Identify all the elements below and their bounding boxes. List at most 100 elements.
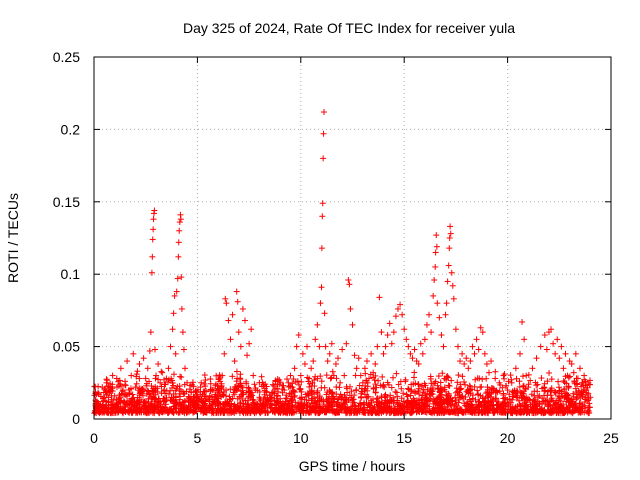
data-point <box>177 216 184 223</box>
data-point <box>446 245 453 252</box>
data-point <box>392 313 399 320</box>
data-point <box>467 358 474 365</box>
data-point <box>450 295 457 302</box>
data-point <box>517 350 524 357</box>
data-point <box>291 365 298 372</box>
data-point <box>328 340 335 347</box>
data-point <box>319 200 326 207</box>
data-point <box>241 317 248 324</box>
data-point <box>147 329 154 336</box>
data-point <box>234 298 241 305</box>
data-point <box>153 372 160 379</box>
data-point <box>341 372 348 379</box>
data-point <box>469 343 476 350</box>
data-point <box>454 343 461 350</box>
data-point <box>541 332 548 339</box>
data-point <box>397 301 404 308</box>
data-point <box>179 329 186 336</box>
data-point <box>433 243 440 250</box>
data-point <box>433 232 440 239</box>
chart-title: Day 325 of 2024, Rate Of TEC Index for r… <box>183 20 515 36</box>
data-point <box>176 227 183 234</box>
data-point <box>347 305 354 312</box>
data-point <box>432 249 439 256</box>
data-point <box>308 365 315 372</box>
data-point <box>117 365 124 372</box>
x-tick-label: 20 <box>500 430 516 446</box>
data-point <box>165 365 172 372</box>
data-point <box>519 318 526 325</box>
data-point <box>246 340 253 347</box>
data-point <box>537 343 544 350</box>
data-point <box>349 321 356 328</box>
data-point <box>301 360 308 367</box>
y-tick-label: 0.2 <box>61 121 81 137</box>
data-point <box>442 311 449 318</box>
data-point <box>128 372 135 379</box>
data-point <box>407 350 414 357</box>
data-point <box>473 336 480 343</box>
data-point <box>227 336 234 343</box>
data-point <box>426 311 433 318</box>
data-point <box>319 213 326 220</box>
data-point <box>140 355 147 362</box>
data-point <box>317 300 324 307</box>
data-point <box>430 292 437 299</box>
data-point <box>223 300 230 307</box>
data-point <box>304 343 311 350</box>
data-point <box>475 346 482 353</box>
data-point <box>512 365 519 372</box>
data-point <box>322 343 329 350</box>
dense-scatter-band <box>91 368 593 417</box>
data-point <box>384 332 391 339</box>
data-point <box>149 253 156 260</box>
data-point <box>434 300 441 307</box>
data-point <box>222 295 229 302</box>
data-point <box>353 365 360 372</box>
data-point <box>550 340 557 347</box>
data-point <box>339 346 346 353</box>
data-point <box>310 358 317 365</box>
data-point <box>558 343 565 350</box>
data-point <box>463 355 470 362</box>
data-point <box>171 292 178 299</box>
data-point <box>326 350 333 357</box>
x-tick-label: 15 <box>396 430 412 446</box>
data-point <box>134 368 141 375</box>
data-point <box>320 109 327 116</box>
data-point <box>181 365 188 372</box>
data-point <box>130 350 137 357</box>
axis-ticks: 0 5 10 15 20 25 0 0.05 0.1 0.15 0.2 0.25 <box>53 49 619 446</box>
data-point <box>287 372 294 379</box>
data-point <box>529 365 536 372</box>
data-point <box>314 321 321 328</box>
data-point <box>250 372 257 379</box>
data-point <box>297 372 304 379</box>
data-point <box>142 375 149 382</box>
data-point <box>380 350 387 357</box>
data-point <box>521 336 528 343</box>
data-point <box>321 310 328 317</box>
data-point <box>376 294 383 301</box>
data-point <box>136 360 143 367</box>
data-point <box>374 343 381 350</box>
data-point <box>444 278 451 285</box>
data-point <box>152 346 159 353</box>
data-point <box>523 372 530 379</box>
grid-lines <box>94 57 611 419</box>
data-point <box>449 282 456 289</box>
data-point <box>448 269 455 276</box>
data-point <box>405 343 412 350</box>
data-point <box>417 340 424 347</box>
data-point <box>174 275 181 282</box>
data-point <box>461 360 468 367</box>
data-point <box>562 350 569 357</box>
data-point <box>157 379 164 386</box>
data-point <box>146 347 153 354</box>
data-point <box>170 310 177 317</box>
x-tick-label: 25 <box>603 430 619 446</box>
data-point <box>229 311 236 318</box>
data-point <box>401 326 408 333</box>
data-point <box>394 305 401 312</box>
